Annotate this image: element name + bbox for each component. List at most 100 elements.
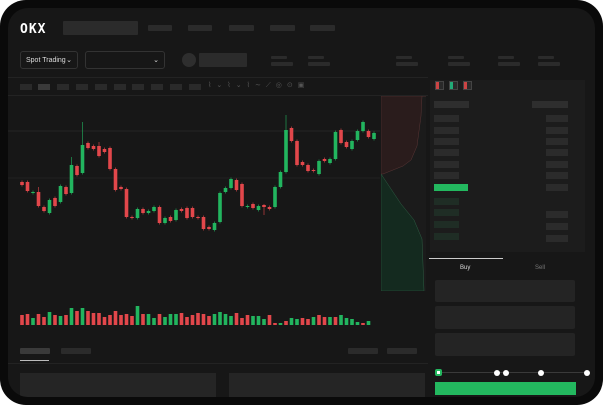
candle[interactable] [75,164,79,177]
tab-buy[interactable]: Buy [460,265,471,271]
interval-button[interactable] [95,84,107,90]
interval-button[interactable] [170,84,182,90]
candle[interactable] [80,122,85,175]
slider-step-25[interactable] [494,370,500,376]
candle[interactable] [223,186,228,194]
candle[interactable] [333,130,338,161]
okx-logo[interactable]: OKX [20,22,47,37]
candle[interactable] [157,205,162,225]
candle[interactable] [113,167,118,192]
nav-item[interactable] [229,25,254,31]
candle[interactable] [328,157,332,165]
interval-button[interactable] [20,84,32,90]
candle[interactable] [141,207,145,215]
candle[interactable] [119,185,123,191]
price-input[interactable] [435,280,575,302]
buy-button[interactable] [435,382,576,395]
interval-button[interactable] [57,84,69,90]
candle[interactable] [273,185,277,209]
interval-button[interactable] [76,84,88,90]
interval-button[interactable] [189,84,201,90]
total-input[interactable] [435,333,575,356]
tab-open-orders[interactable] [20,348,50,354]
candle[interactable] [190,206,195,219]
candle[interactable] [102,147,107,154]
candle[interactable] [108,146,112,171]
candle[interactable] [174,208,178,222]
candle[interactable] [361,120,365,133]
nav-item[interactable] [310,25,335,31]
amount-input[interactable] [435,306,575,329]
candle[interactable] [135,207,140,220]
candle[interactable] [317,159,321,176]
candle[interactable] [212,221,217,232]
candle[interactable] [201,215,206,231]
candle[interactable] [64,185,68,196]
candle[interactable] [339,128,343,145]
candle[interactable] [152,205,156,213]
candle[interactable] [53,196,57,208]
candle[interactable] [36,187,41,208]
pair-dropdown[interactable]: ⌄ [85,51,165,69]
filter-button[interactable] [348,348,378,354]
interval-button[interactable] [151,84,163,90]
filter-button[interactable] [387,348,417,354]
candle[interactable] [344,140,349,149]
candle[interactable] [91,144,96,151]
candle[interactable] [31,190,35,195]
tab-order-history[interactable] [61,348,91,354]
candle[interactable] [300,160,305,167]
amount-slider-handle[interactable] [435,369,442,376]
candle[interactable] [179,207,184,213]
spot-trading-dropdown[interactable]: Spot Trading ⌄ [20,51,78,69]
slider-step-50[interactable] [538,370,544,376]
candle[interactable] [262,204,266,215]
interval-button[interactable] [114,84,126,90]
search-bar[interactable] [63,21,138,35]
book-view-bids-icon[interactable] [449,81,458,90]
chart-tools-icons[interactable]: ⌇⌄⌇⌄⌇∼⟋◎⊙▣ [208,82,310,89]
candle[interactable] [146,209,151,215]
candle[interactable] [47,198,52,215]
candle[interactable] [278,170,283,189]
nav-item[interactable] [188,25,212,31]
candle[interactable] [366,129,371,139]
candle[interactable] [350,139,354,151]
candle[interactable] [355,129,360,142]
candle[interactable] [58,184,63,204]
candle[interactable] [229,177,233,190]
candle[interactable] [168,215,173,223]
candle[interactable] [372,131,376,141]
slider-step-100[interactable] [584,370,590,376]
candle[interactable] [20,180,24,187]
book-view-asks-icon[interactable] [463,81,472,90]
candle[interactable] [97,142,101,158]
candle[interactable] [289,126,294,143]
book-view-both-icon[interactable] [435,81,444,90]
candle[interactable] [306,163,310,173]
interval-button[interactable] [132,84,144,90]
amount-slider-track[interactable] [438,372,588,373]
candle[interactable] [124,187,129,219]
nav-item[interactable] [148,25,172,31]
candle[interactable] [196,215,200,220]
candlestick-chart[interactable] [8,8,428,338]
candle[interactable] [322,157,327,163]
candle[interactable] [267,205,272,211]
candle[interactable] [207,225,211,231]
candle[interactable] [185,206,189,220]
candle[interactable] [130,215,134,220]
candle[interactable] [218,191,222,224]
interval-button-active[interactable] [38,84,50,90]
candle[interactable] [311,168,316,173]
candle[interactable] [251,202,255,210]
candle[interactable] [163,216,167,225]
candle[interactable] [245,204,250,209]
candle[interactable] [234,178,239,192]
candle[interactable] [86,141,90,150]
candle[interactable] [25,180,30,193]
tab-sell[interactable]: Sell [535,265,546,271]
candle[interactable] [256,204,261,212]
candle[interactable] [42,205,46,213]
slider-step-25[interactable] [503,370,509,376]
